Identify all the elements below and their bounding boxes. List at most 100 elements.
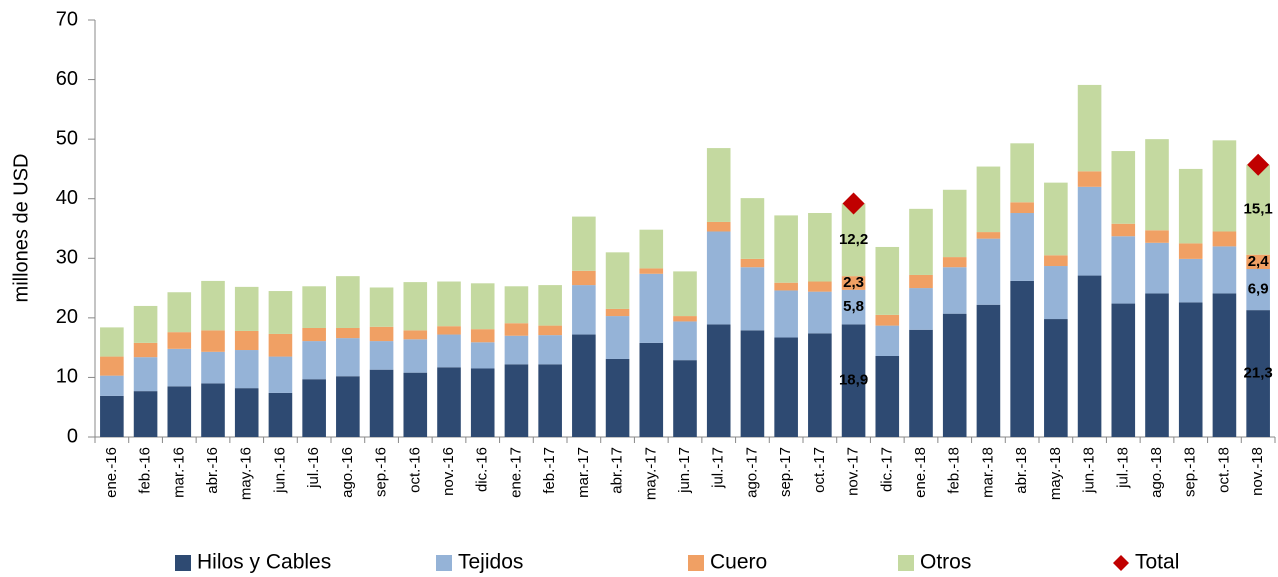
bar-segment — [673, 271, 697, 317]
bar-segment — [1246, 254, 1270, 270]
bar-segment — [268, 333, 293, 357]
bar-segment — [639, 342, 664, 437]
total-marker — [842, 192, 865, 215]
bar-segment — [538, 285, 562, 326]
bar-segment — [605, 358, 630, 437]
legend-label: Hilos y Cables — [197, 551, 331, 574]
x-tick-label: oct.-17 — [811, 447, 828, 493]
legend-label: Total — [1135, 551, 1179, 574]
bar-segment — [673, 321, 697, 361]
bar-segment — [336, 338, 360, 377]
x-tick-label: oct.-18 — [1215, 447, 1232, 493]
bar-segment — [774, 290, 798, 338]
bar-segment — [1111, 223, 1136, 237]
bar-segment — [572, 216, 596, 271]
bar-segment — [403, 282, 428, 331]
legend-marker — [898, 555, 914, 571]
bar-segment — [706, 231, 731, 325]
bar-segment — [976, 304, 1001, 437]
bar-segment — [133, 342, 158, 358]
y-tick-label: 50 — [56, 127, 78, 149]
bar-segment — [706, 324, 731, 437]
bar-segment — [100, 327, 124, 357]
bar-segment — [605, 308, 630, 317]
bar-segment — [1246, 269, 1270, 311]
bar-segment — [437, 281, 461, 327]
bar-segment — [976, 232, 1001, 239]
bar-segment — [336, 327, 360, 339]
bar-segment — [1111, 303, 1136, 437]
bar-segment — [875, 355, 900, 437]
data-label: 5,8 — [843, 298, 864, 315]
bar-segment — [572, 285, 596, 335]
bar-segment — [942, 313, 967, 437]
data-label: 2,3 — [843, 274, 864, 291]
x-tick-label: abr.-16 — [204, 447, 221, 494]
bar-segment — [740, 267, 765, 331]
bar-segment — [909, 274, 933, 289]
x-tick-label: oct.-16 — [406, 447, 423, 493]
bar-segment — [841, 289, 866, 325]
y-tick-label: 0 — [67, 425, 78, 447]
bar-segment — [1044, 255, 1068, 267]
bar-segment — [167, 386, 192, 437]
x-tick-label: sep.-17 — [777, 447, 794, 497]
x-tick-label: nov.-16 — [440, 447, 457, 496]
bar-segment — [1212, 140, 1237, 232]
x-tick-label: feb.-17 — [541, 447, 558, 494]
bar-segment — [774, 337, 798, 437]
bar-segment — [706, 148, 731, 222]
bar-segment — [167, 348, 192, 387]
bar-segment — [1111, 151, 1136, 224]
bar-segment — [1178, 243, 1203, 259]
bar-segment — [1044, 266, 1068, 320]
y-tick-label: 10 — [56, 366, 78, 388]
x-tick-label: jul.-17 — [710, 447, 727, 489]
bar-segment — [234, 330, 259, 351]
bar-segment — [369, 369, 394, 437]
bar-segment — [470, 329, 495, 343]
bar-segment — [133, 357, 158, 392]
bar-segment — [336, 276, 360, 328]
bar-segment — [403, 330, 428, 340]
x-tick-label: abr.-18 — [1013, 447, 1030, 494]
bar-segment — [268, 392, 293, 437]
y-axis-label: millones de USD — [10, 154, 32, 303]
bar-segment — [403, 339, 428, 373]
bar-segment — [1077, 275, 1102, 437]
bar-segment — [201, 351, 225, 384]
bar-segment — [437, 367, 461, 437]
x-tick-label: dic.-17 — [878, 447, 895, 492]
x-tick-label: ago.-16 — [339, 447, 356, 498]
bar-segment — [1044, 319, 1068, 437]
total-marker — [1247, 153, 1270, 176]
bar-segment — [403, 372, 428, 437]
bar-segment — [605, 252, 630, 309]
legend-marker — [436, 555, 452, 571]
legend-marker — [175, 555, 191, 571]
bar-segment — [976, 166, 1001, 233]
data-label: 21,3 — [1244, 365, 1273, 382]
y-tick-label: 30 — [56, 247, 78, 269]
bar-segment — [302, 327, 326, 342]
bar-segment — [1010, 213, 1034, 281]
bar-segment — [639, 268, 664, 274]
bar-segment — [572, 334, 596, 437]
y-tick-label: 20 — [56, 306, 78, 328]
x-tick-label: jun.-16 — [271, 447, 288, 494]
bar-segment — [841, 324, 866, 437]
x-tick-label: may.-17 — [642, 447, 659, 500]
bar-segment — [942, 267, 967, 314]
x-tick-label: abr.-17 — [609, 447, 626, 494]
bar-segment — [336, 376, 360, 437]
bar-segment — [538, 325, 562, 336]
x-tick-label: feb.-16 — [137, 447, 154, 494]
x-tick-label: nov.-18 — [1249, 447, 1266, 496]
bar-segment — [1145, 293, 1169, 437]
x-tick-label: jul.-18 — [1114, 447, 1131, 489]
x-tick-label: ago.-17 — [743, 447, 760, 498]
bar-segment — [875, 325, 900, 356]
bar-segment — [706, 221, 731, 232]
data-label: 2,4 — [1248, 253, 1270, 270]
